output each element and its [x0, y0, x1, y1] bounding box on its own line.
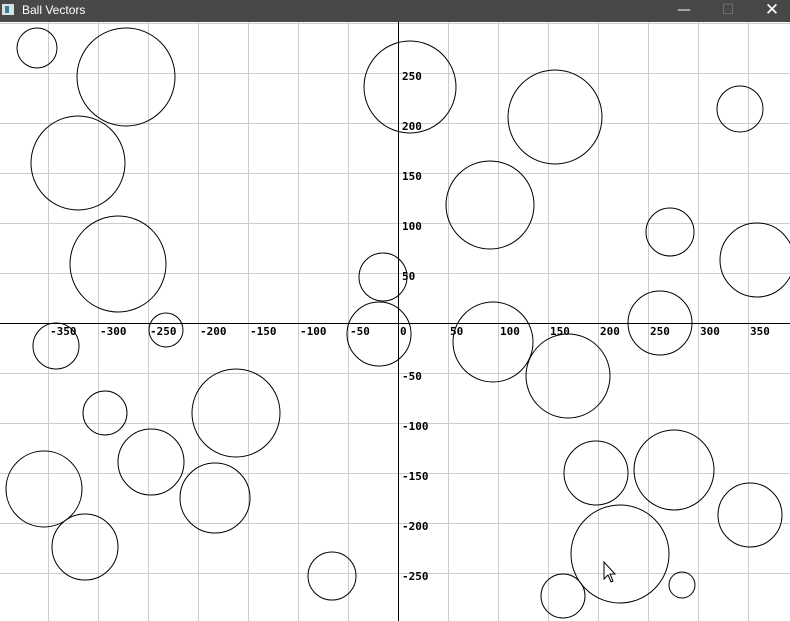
app-icon [2, 4, 14, 15]
ball [645, 207, 695, 257]
x-tick-label: 350 [750, 325, 770, 338]
ball [82, 390, 128, 436]
x-tick-label: 250 [650, 325, 670, 338]
ball-canvas[interactable]: -350 -300 -250 -200 -150 -100 -50 0 50 100 150 200 2… [0, 22, 790, 621]
x-tick-label: -250 [150, 325, 177, 338]
ball [627, 290, 693, 356]
ball [540, 573, 586, 619]
y-tick-label: -200 [402, 520, 429, 533]
x-tick-label: -350 [50, 325, 77, 338]
close-button[interactable]: ✕ [750, 0, 790, 22]
ball [148, 312, 184, 348]
minimize-icon: — [677, 2, 691, 18]
ball [716, 85, 764, 133]
y-tick-label: 50 [402, 270, 415, 283]
ball [32, 322, 80, 370]
window-title: Ball Vectors [22, 3, 86, 17]
ball [363, 40, 457, 134]
y-tick-label: 100 [402, 220, 422, 233]
y-tick-label: 250 [402, 70, 422, 83]
x-tick-label: -150 [250, 325, 277, 338]
x-tick-label: 0 [400, 325, 407, 338]
ball [76, 27, 176, 127]
ball [5, 450, 83, 528]
minimize-button[interactable]: — [662, 0, 706, 22]
x-tick-label: 300 [700, 325, 720, 338]
x-tick-label: 100 [500, 325, 520, 338]
x-tick-label: 200 [600, 325, 620, 338]
x-tick-label: 150 [550, 325, 570, 338]
ball [570, 504, 670, 604]
maximize-button[interactable]: ☐ [706, 0, 750, 22]
ball [525, 333, 611, 419]
title-bar[interactable]: Ball Vectors — ☐ ✕ [0, 0, 790, 22]
ball [179, 462, 251, 534]
ball [633, 429, 715, 511]
ball [16, 27, 58, 69]
ball [717, 482, 783, 548]
maximize-icon: ☐ [721, 2, 735, 18]
ball [358, 252, 408, 302]
ball [445, 160, 535, 250]
ball [69, 215, 167, 313]
ball [452, 301, 534, 383]
ball [507, 69, 603, 165]
x-tick-label: -300 [100, 325, 127, 338]
ball [307, 551, 357, 601]
ball [117, 428, 185, 496]
close-icon: ✕ [764, 0, 780, 20]
y-tick-label: -250 [402, 570, 429, 583]
ball [563, 440, 629, 506]
ball [668, 571, 696, 599]
y-tick-label: -100 [402, 420, 429, 433]
y-tick-label: -150 [402, 470, 429, 483]
ball [30, 115, 126, 211]
mouse-cursor-icon [603, 560, 617, 583]
x-tick-label: -100 [300, 325, 327, 338]
y-tick-label: 150 [402, 170, 422, 183]
ball [346, 301, 412, 367]
ball [191, 368, 281, 458]
y-tick-label: -50 [402, 370, 422, 383]
x-tick-label: -50 [350, 325, 370, 338]
ball [51, 513, 119, 581]
x-tick-label: 50 [450, 325, 463, 338]
ball [719, 222, 790, 298]
y-tick-label: 200 [402, 120, 422, 133]
x-tick-label: -200 [200, 325, 227, 338]
